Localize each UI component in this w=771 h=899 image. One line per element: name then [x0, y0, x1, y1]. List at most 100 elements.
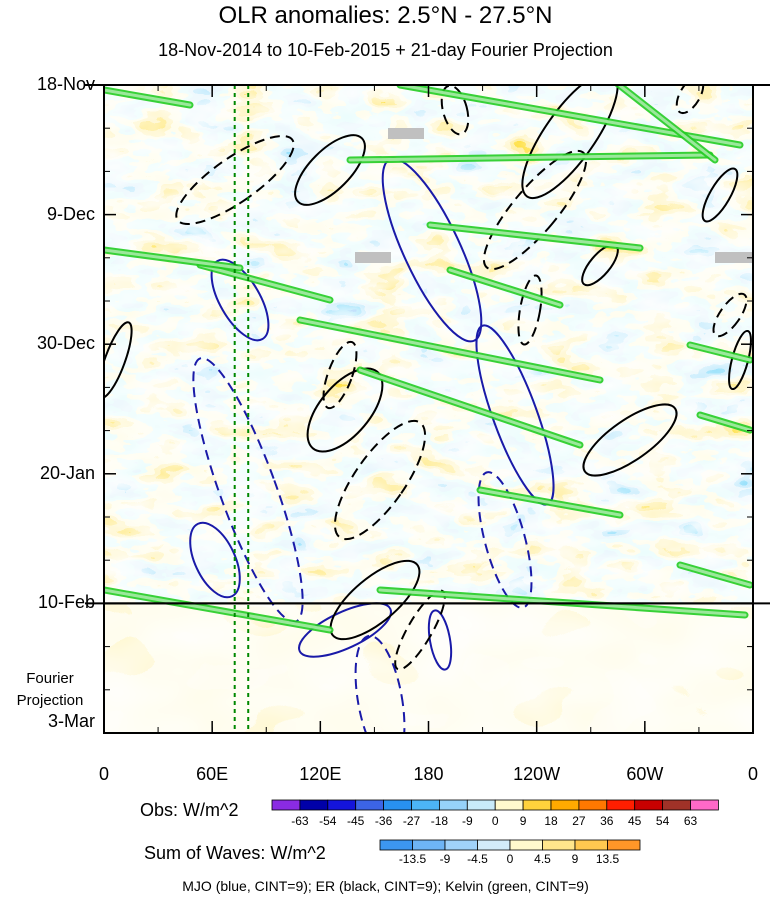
colorbar-obs-swatch-1: [299, 799, 329, 811]
colorbar-obs-swatch-15: [690, 799, 719, 811]
er-contour-10: [306, 367, 384, 453]
er-contour-24: [712, 292, 748, 338]
er-contour-26: [675, 85, 705, 115]
colorbar-obs-label-1: -54: [319, 814, 337, 828]
colorbar-obs-label-11: 36: [600, 814, 614, 828]
kelvin-contour-inner-13: [688, 343, 752, 362]
mjo-contour-0: [210, 258, 270, 342]
missing-data-1: [355, 252, 391, 263]
x-tick-label-6: 0: [747, 764, 758, 784]
colorbar-obs-swatch-7: [466, 799, 496, 811]
er-contour-19: [482, 149, 588, 271]
colorbar-obs-swatch-3: [355, 799, 385, 811]
colorbar-obs-label-13: 54: [655, 814, 670, 828]
kelvin-contour-inner-5: [104, 588, 332, 632]
er-contour-12: [582, 403, 678, 477]
colorbar-obs-swatch-14: [662, 799, 691, 811]
kelvin-contour-inner-4: [358, 368, 582, 447]
kelvin-contour-inner-15: [698, 413, 752, 432]
er-contour-16: [104, 321, 133, 399]
mjo-contour-6: [354, 634, 406, 733]
kelvin-contour-inner-8: [104, 248, 242, 270]
colorbar-obs-swatch-0: [271, 799, 301, 811]
wave-contours: [104, 85, 753, 733]
colorbar-waves-label-6: 13.5: [595, 852, 620, 866]
er-contour-13: [521, 85, 619, 200]
colorbar-waves-swatch-6: [574, 839, 608, 851]
colorbar-obs-swatch-6: [438, 799, 468, 811]
x-tick-label-2: 120E: [299, 764, 342, 784]
colorbar-waves-swatch-3: [477, 839, 511, 851]
colorbar-obs-label-14: 63: [683, 814, 698, 828]
y-tick-label-4: 10-Feb: [37, 592, 95, 613]
er-contour-25: [322, 340, 358, 410]
chart-title: OLR anomalies: 2.5°N - 27.5°N: [218, 2, 553, 29]
colorbar-waves-label-3: 0: [506, 852, 514, 866]
colorbar-obs-swatch-9: [522, 799, 552, 811]
colorbar-waves-swatch-5: [542, 839, 576, 851]
mjo-contour-5: [477, 471, 533, 609]
colorbar-obs-label-2: -45: [347, 814, 365, 828]
y-tick-label-0: 18-Nov: [36, 74, 95, 94]
plot-area: [104, 85, 753, 733]
mjo-contour-7: [298, 602, 392, 658]
colorbar-waves-swatch-2: [444, 839, 478, 851]
er-contour-21: [517, 274, 543, 346]
colorbar-waves-label-1: -9: [439, 852, 451, 866]
colorbar-obs-label-7: 0: [491, 814, 499, 828]
projection-label-line-2: Projection: [16, 692, 84, 709]
chart-subtitle: 18-Nov-2014 to 10-Feb-2015 + 21-day Four…: [158, 40, 613, 60]
colorbar-waves-label-2: -4.5: [467, 852, 488, 866]
kelvin-contour-inner-12: [448, 268, 562, 307]
y-tick-label-3: 20-Jan: [39, 462, 95, 483]
kelvin-contour-inner-11: [616, 85, 717, 162]
colorbar-obs-label-3: -36: [374, 814, 393, 828]
colorbar-obs-swatch-5: [411, 799, 440, 811]
x-tick-label-4: 120W: [513, 764, 561, 784]
colorbar-obs-label-8: 9: [519, 814, 527, 828]
kelvin-contour-inner-1: [348, 153, 712, 162]
x-tick-label-0: 0: [98, 764, 109, 784]
colorbar-waves-swatch-1: [412, 839, 446, 851]
missing-data-0: [388, 128, 424, 139]
missing-data-2: [715, 252, 753, 263]
colorbar-obs-label-9: 18: [544, 814, 558, 828]
kelvin-contour-inner-2: [198, 263, 332, 302]
projection-label-line-1: Fourier: [26, 670, 74, 687]
x-tick-label-1: 60E: [196, 764, 229, 784]
kelvin-contour-inner-10: [678, 563, 752, 587]
x-tick-label-5: 60W: [626, 764, 664, 784]
er-contour-14: [701, 167, 739, 223]
colorbar-obs-title: Obs: W/m^2: [140, 800, 239, 820]
colorbar-waves-swatch-4: [509, 839, 543, 851]
overlay-legend: MJO (blue, CINT=9); ER (black, CINT=9); …: [182, 878, 589, 894]
colorbar-waves-swatch-7: [607, 839, 641, 851]
mjo-contour-8: [427, 609, 453, 671]
projection-label: Fourier Projection: [0, 668, 100, 712]
plot-frame: [85, 84, 770, 734]
mjo-contour-1: [189, 521, 241, 599]
er-contour-9: [294, 134, 366, 206]
colorbar-obs-swatch-13: [634, 799, 664, 811]
kelvin-contour-inner-0: [104, 88, 192, 107]
y-tick-label-1: 9-Dec: [46, 203, 95, 224]
colorbar-obs-label-6: -9: [461, 814, 473, 828]
y-tick-label-5: 3-Mar: [47, 711, 95, 731]
colorbar-obs-swatch-8: [494, 799, 524, 811]
er-contour-11: [329, 559, 421, 641]
kelvin-contour-inner-14: [478, 488, 622, 517]
colorbar-obs-label-10: 27: [572, 814, 586, 828]
colorbar-obs-label-0: -63: [291, 814, 309, 828]
colorbar-obs-label-12: 45: [628, 814, 642, 828]
colorbar-obs-swatch-11: [578, 799, 608, 811]
colorbar-waves-label-4: 4.5: [534, 852, 551, 866]
colorbar-obs-swatch-2: [327, 799, 357, 811]
kelvin-contour-inner-9: [428, 223, 642, 250]
colorbar-waves-title: Sum of Waves: W/m^2: [144, 843, 326, 863]
y-tick-label-2: 30-Dec: [36, 333, 95, 354]
colorbar-obs-swatch-12: [606, 799, 636, 811]
colorbar-obs-swatch-10: [550, 799, 580, 811]
x-tick-label-3: 180: [413, 764, 444, 784]
